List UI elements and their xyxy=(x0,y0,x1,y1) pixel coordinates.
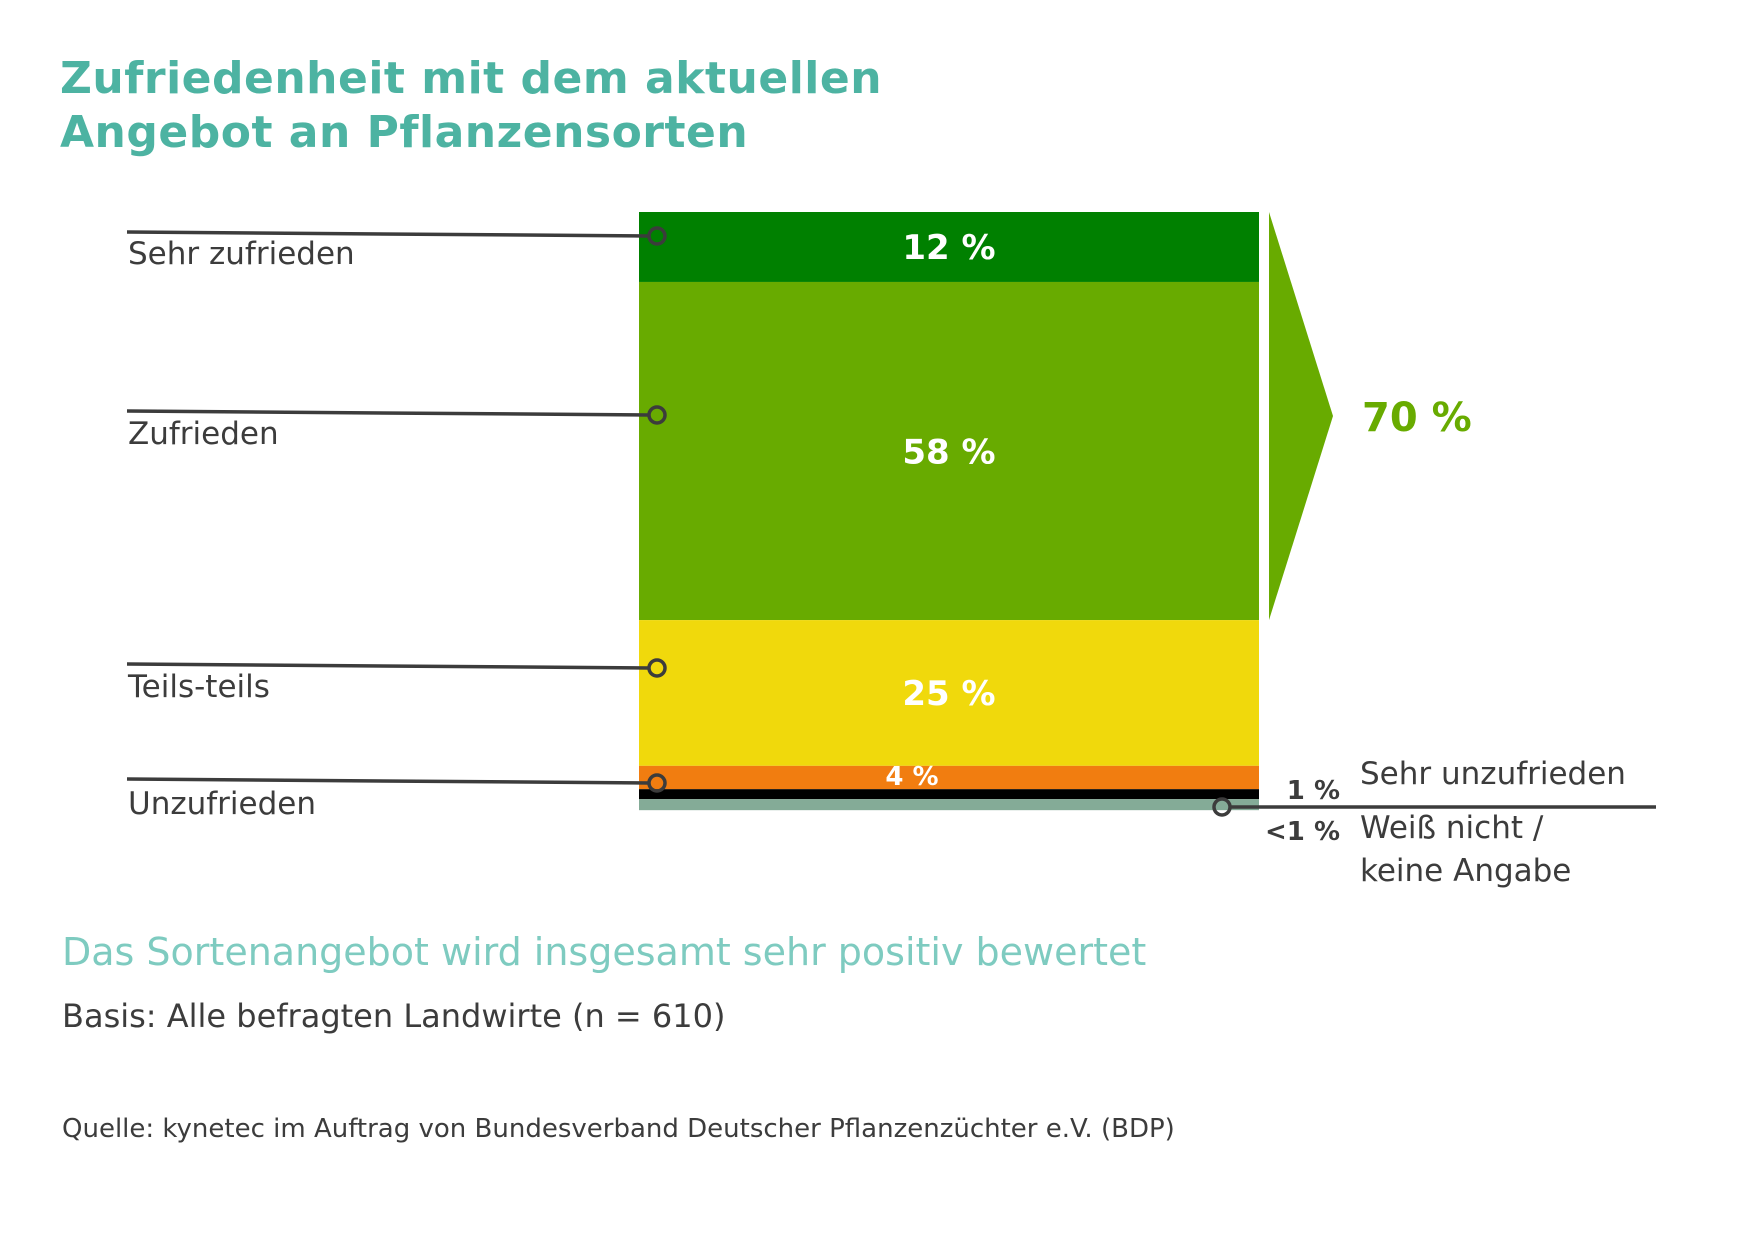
category-label-unsatisfied: Unzufrieden xyxy=(128,786,316,822)
category-label-dont-know-line2: keine Angabe xyxy=(1360,853,1572,889)
leader-marker-very-satisfied xyxy=(647,226,667,246)
leader-marker-small-segments xyxy=(1212,797,1232,817)
total-bracket-arrow xyxy=(1269,212,1333,621)
bar-segment-very-satisfied xyxy=(639,212,1259,282)
segment-labels: 12 % 58 % 25 % 4 % xyxy=(885,228,995,792)
leader-line-very-satisfied xyxy=(126,230,650,238)
bar-segment-dont-know xyxy=(639,799,1259,811)
segment-value-label-unsatisfied: 4 % xyxy=(885,762,938,792)
leader-marker-unsatisfied xyxy=(647,773,667,793)
category-label-dont-know-line1: Weiß nicht / xyxy=(1360,810,1544,846)
bar-segment-satisfied xyxy=(639,281,1259,621)
leader-marker-satisfied xyxy=(647,405,667,425)
bar-segments xyxy=(639,212,1259,811)
segment-value-label-very-satisfied: 12 % xyxy=(902,228,995,268)
chart-subtitle: Das Sortenangebot wird insgesamt sehr po… xyxy=(62,930,1147,974)
category-label-very-satisfied: Sehr zufrieden xyxy=(128,236,355,272)
category-label-satisfied: Zufrieden xyxy=(128,416,279,452)
segment-value-label-partly: 25 % xyxy=(902,674,995,714)
leader-line-unsatisfied xyxy=(126,777,650,785)
percent-label-dont-know: <1 % xyxy=(1265,817,1340,847)
percent-label-very-unsatisfied: 1 % xyxy=(1287,776,1340,806)
leader-line-satisfied xyxy=(126,409,650,417)
chart-title-line1: Zufriedenheit mit dem aktuellen xyxy=(60,53,883,104)
leader-lines xyxy=(126,226,1656,817)
category-label-partly: Teils-teils xyxy=(128,669,270,705)
source-note: Quelle: kynetec im Auftrag von Bundesver… xyxy=(62,1114,1175,1144)
bar-segment-very-unsatisfied xyxy=(639,789,1259,800)
sample-basis-note: Basis: Alle befragten Landwirte (n = 610… xyxy=(62,997,726,1035)
category-label-very-unsatisfied: Sehr unzufrieden xyxy=(1360,756,1626,792)
bar-segment-unsatisfied xyxy=(639,765,1259,790)
segment-value-label-satisfied: 58 % xyxy=(902,432,995,472)
total-percent-label: 70 % xyxy=(1362,395,1472,441)
leader-line-partly xyxy=(126,662,650,670)
leader-marker-partly xyxy=(647,658,667,678)
bar-segment-partly xyxy=(639,620,1259,766)
chart-title-line2: Angebot an Pflanzensorten xyxy=(60,107,749,158)
